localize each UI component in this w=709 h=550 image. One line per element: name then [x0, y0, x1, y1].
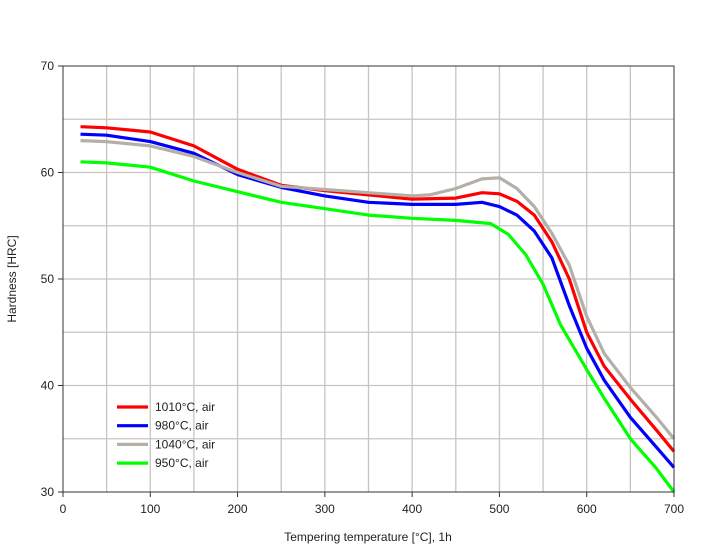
- y-tick-label: 60: [41, 166, 55, 180]
- series-line-0: [80, 125, 676, 453]
- y-tick-label: 40: [41, 379, 55, 393]
- y-tick-label: 30: [41, 485, 55, 499]
- x-axis-label: Tempering temperature [°C], 1h: [284, 530, 452, 544]
- legend-label: 950°C, air: [155, 456, 209, 470]
- y-axis-label: Hardness [HRC]: [5, 235, 19, 322]
- series-line-3: [80, 160, 676, 493]
- y-tick-label: 50: [41, 272, 55, 286]
- series-line-2: [80, 139, 676, 440]
- x-tick-label: 700: [664, 502, 684, 516]
- x-tick-label: 600: [577, 502, 597, 516]
- x-tick-label: 300: [315, 502, 335, 516]
- legend-label: 1040°C, air: [155, 437, 215, 451]
- series-line-1: [80, 132, 676, 469]
- legend-label: 1010°C, air: [155, 400, 215, 414]
- x-tick-label: 400: [402, 502, 422, 516]
- x-tick-label: 0: [60, 502, 67, 516]
- legend-label: 980°C, air: [155, 419, 209, 433]
- x-tick-label: 100: [140, 502, 160, 516]
- x-tick-label: 200: [228, 502, 248, 516]
- y-tick-label: 70: [41, 59, 55, 73]
- x-tick-label: 500: [489, 502, 509, 516]
